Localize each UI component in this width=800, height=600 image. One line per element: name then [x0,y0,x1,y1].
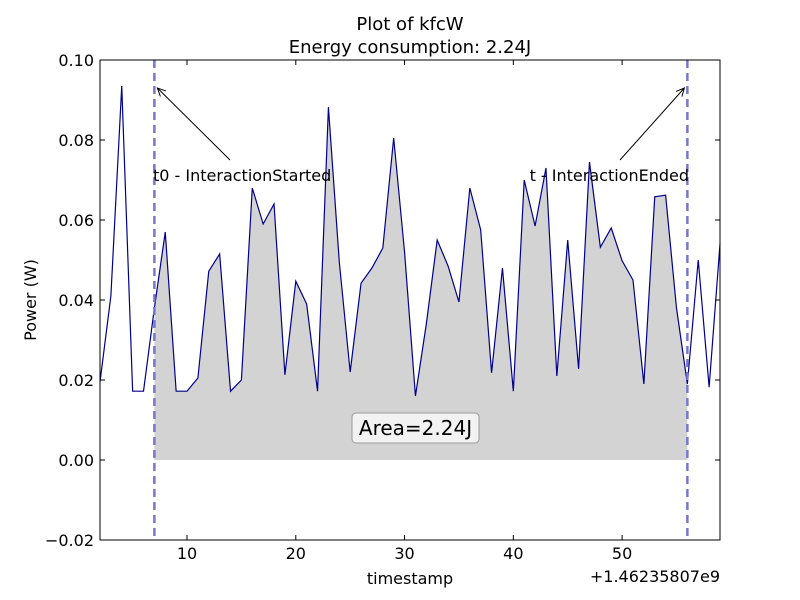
annotation-arrow-1 [619,87,685,161]
x-tick-label-0: 10 [177,544,197,563]
x-tick-label-4: 50 [612,544,632,563]
x-tick-label-2: 30 [394,544,414,563]
plot-area: t0 - InteractionStarted t - InteractionEn… [45,51,721,563]
y-tick-label-0: −0.02 [45,531,94,550]
series-line [99,85,721,397]
x-tick-label-1: 20 [286,544,306,563]
filled-area [154,107,688,460]
annotation-label-0: t0 - InteractionStarted [153,166,331,185]
x-tick-label-3: 40 [503,544,523,563]
x-axis-label: timestamp [367,569,453,588]
y-axis-label: Power (W) [21,259,40,341]
area-label: Area=2.24J [359,416,472,440]
annotation-arrowhead-1 [675,87,686,97]
chart-title: Plot of kfcW [356,14,463,35]
y-tick-label-5: 0.08 [58,131,94,150]
x-offset-label: +1.46235807e9 [590,567,720,586]
y-tick-label-1: 0.00 [58,451,94,470]
y-tick-label-4: 0.06 [58,211,94,230]
y-tick-label-6: 0.10 [58,51,94,70]
area-label-box: Area=2.24J [351,412,480,444]
annotation-label-1: t - InteractionEnded [530,166,689,185]
y-tick-label-2: 0.02 [58,371,94,390]
annotation-arrow-0 [157,87,231,161]
annotation-arrowhead-0 [156,87,167,97]
y-tick-label-3: 0.04 [58,291,94,310]
chart-subtitle: Energy consumption: 2.24J [289,37,531,58]
